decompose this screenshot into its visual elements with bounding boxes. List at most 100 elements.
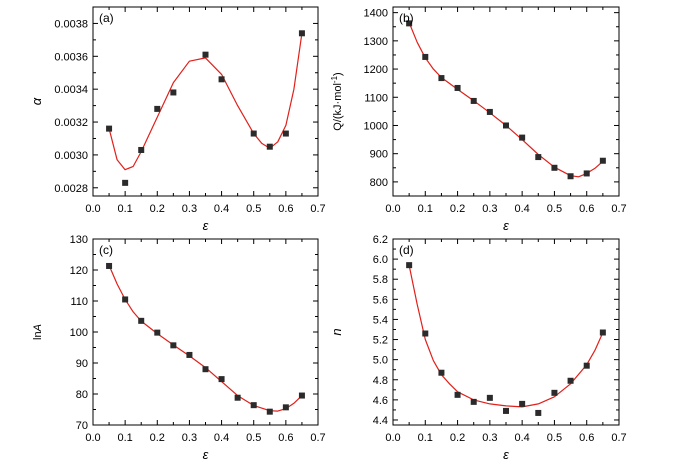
data-point bbox=[266, 143, 273, 150]
y-tick-label: 0.0036 bbox=[54, 51, 88, 63]
x-tick-label: 0.0 bbox=[85, 203, 100, 215]
data-point bbox=[567, 173, 574, 180]
panel-b: 0.0 0.1 0.2 0.3 0.4 0.5 0.6 0.7 800 900 1000 1100 12… bbox=[330, 6, 627, 233]
data-point bbox=[551, 389, 558, 396]
y-axis-label: lnA bbox=[32, 324, 44, 340]
data-point bbox=[583, 170, 590, 177]
y-tick-label: 100 bbox=[70, 327, 88, 339]
x-tick-label: 0.5 bbox=[547, 203, 562, 215]
data-point bbox=[599, 157, 606, 164]
x-axis-label: ε bbox=[203, 447, 209, 462]
x-tick-label: 0.3 bbox=[482, 203, 497, 215]
fit-curve bbox=[108, 33, 303, 171]
data-point bbox=[470, 97, 477, 104]
y-tick-label: 0.0032 bbox=[54, 117, 88, 129]
x-tick-label: 0.1 bbox=[418, 432, 433, 444]
y-tick-label: 5.8 bbox=[373, 274, 388, 286]
x-tick-label: 0.4 bbox=[214, 203, 229, 215]
x-tick-label: 0.0 bbox=[85, 432, 100, 444]
y-tick-label: 4.6 bbox=[373, 395, 388, 407]
data-point bbox=[438, 369, 445, 376]
y-tick-label: 120 bbox=[70, 265, 88, 277]
x-tick-label: 0.4 bbox=[514, 203, 529, 215]
fit-curve bbox=[408, 264, 604, 408]
panel-label: (a) bbox=[99, 11, 114, 25]
y-axis-label-sup: -1 bbox=[330, 75, 339, 83]
fit-curve bbox=[108, 265, 303, 412]
y-axis-label-text: Q/(kJ·mol bbox=[332, 83, 344, 131]
x-tick-label: 0.7 bbox=[310, 203, 325, 215]
x-tick-label: 0.2 bbox=[450, 203, 465, 215]
data-point bbox=[567, 377, 574, 384]
y-tick-label: 90 bbox=[76, 358, 88, 370]
plot-frame bbox=[92, 6, 319, 197]
x-tick-label: 0.7 bbox=[310, 432, 325, 444]
x-tick-label: 0.0 bbox=[385, 203, 400, 215]
y-tick-label: 4.4 bbox=[373, 415, 388, 427]
y-tick-label: 0.0028 bbox=[54, 183, 88, 195]
data-point bbox=[138, 146, 145, 153]
x-tick-label: 0.5 bbox=[246, 203, 261, 215]
x-tick-label: 0.6 bbox=[579, 203, 594, 215]
data-point bbox=[454, 391, 461, 398]
data-point bbox=[138, 317, 145, 324]
y-tick-label: 110 bbox=[70, 296, 88, 308]
data-point bbox=[106, 125, 113, 132]
data-point bbox=[202, 366, 209, 373]
data-point bbox=[551, 164, 558, 171]
x-tick-label: 0.3 bbox=[182, 203, 197, 215]
x-tick-label: 0.2 bbox=[150, 432, 165, 444]
y-axis-label: α bbox=[29, 97, 44, 105]
y-tick-label: 1200 bbox=[364, 64, 388, 76]
y-axis-label: n bbox=[329, 328, 344, 335]
x-tick-label: 0.1 bbox=[117, 203, 132, 215]
y-tick-label: 5.0 bbox=[373, 355, 388, 367]
data-point bbox=[470, 398, 477, 405]
x-axis-label: ε bbox=[503, 447, 509, 462]
y-tick-label: 70 bbox=[76, 420, 88, 432]
x-tick-label: 0.4 bbox=[214, 432, 229, 444]
x-tick-label: 0.5 bbox=[547, 432, 562, 444]
x-tick-label: 0.5 bbox=[246, 432, 261, 444]
data-point bbox=[106, 262, 113, 269]
data-point bbox=[282, 130, 289, 137]
panel-label: (b) bbox=[399, 11, 414, 25]
data-point bbox=[519, 400, 526, 407]
data-point bbox=[519, 134, 526, 141]
x-tick-label: 0.0 bbox=[385, 432, 400, 444]
data-point bbox=[154, 105, 161, 112]
data-point bbox=[298, 392, 305, 399]
data-point bbox=[202, 51, 209, 58]
data-point bbox=[406, 262, 413, 269]
y-tick-label: 900 bbox=[370, 149, 388, 161]
y-tick-label: 800 bbox=[370, 177, 388, 189]
x-tick-label: 0.6 bbox=[579, 432, 594, 444]
data-point bbox=[503, 122, 509, 129]
data-point bbox=[266, 408, 273, 415]
x-axis-label: ε bbox=[503, 218, 509, 233]
plot-frame bbox=[392, 6, 620, 197]
y-tick-label: 5.6 bbox=[373, 294, 388, 306]
x-tick-label: 0.6 bbox=[278, 203, 293, 215]
data-point bbox=[486, 108, 493, 115]
data-point bbox=[234, 394, 241, 401]
data-point bbox=[503, 407, 509, 414]
x-tick-label: 0.7 bbox=[611, 203, 626, 215]
data-point bbox=[170, 342, 177, 349]
x-tick-label: 0.6 bbox=[278, 432, 293, 444]
data-point bbox=[186, 351, 193, 358]
data-point bbox=[250, 130, 257, 137]
data-point bbox=[170, 89, 177, 96]
y-tick-label: 1000 bbox=[364, 120, 388, 132]
y-axis-label-text: ln bbox=[32, 331, 44, 340]
data-point bbox=[122, 179, 129, 186]
x-tick-label: 0.4 bbox=[514, 432, 529, 444]
data-point bbox=[218, 76, 225, 83]
fit-curve bbox=[408, 22, 604, 178]
y-tick-label: 130 bbox=[70, 234, 88, 246]
y-tick-label: 5.2 bbox=[373, 335, 388, 347]
x-tick-label: 0.3 bbox=[482, 432, 497, 444]
panel-c: 0.0 0.1 0.2 0.3 0.4 0.5 0.6 0.7 70 80 90 100 110 120 1… bbox=[32, 234, 326, 462]
y-tick-label: 0.0030 bbox=[54, 150, 88, 162]
y-tick-label: 80 bbox=[76, 389, 88, 401]
